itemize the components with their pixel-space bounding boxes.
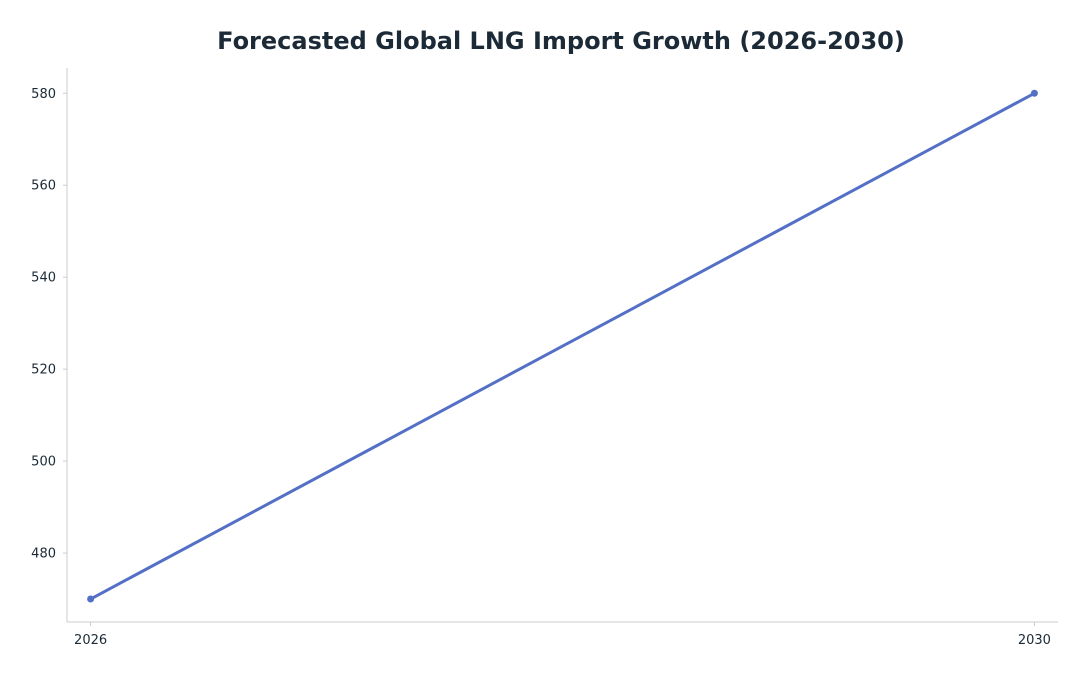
y-axis-ticks: 480 500 520 540 560 580 (31, 87, 67, 562)
y-tick-label: 500 (31, 455, 56, 470)
y-tick-label: 580 (31, 87, 56, 102)
y-tick-label: 540 (31, 271, 56, 286)
y-tick-label: 480 (31, 547, 56, 562)
x-axis-ticks: 2026 2030 (74, 622, 1051, 648)
y-tick-label: 520 (31, 363, 56, 378)
chart-title: Forecasted Global LNG Import Growth (202… (217, 27, 905, 55)
x-tick-label: 2030 (1018, 633, 1051, 648)
x-tick-label: 2026 (74, 633, 107, 648)
y-tick-label: 560 (31, 179, 56, 194)
data-point (87, 595, 95, 603)
data-point (1030, 89, 1038, 97)
plot-series (87, 89, 1038, 603)
series-line (89, 91, 1036, 601)
